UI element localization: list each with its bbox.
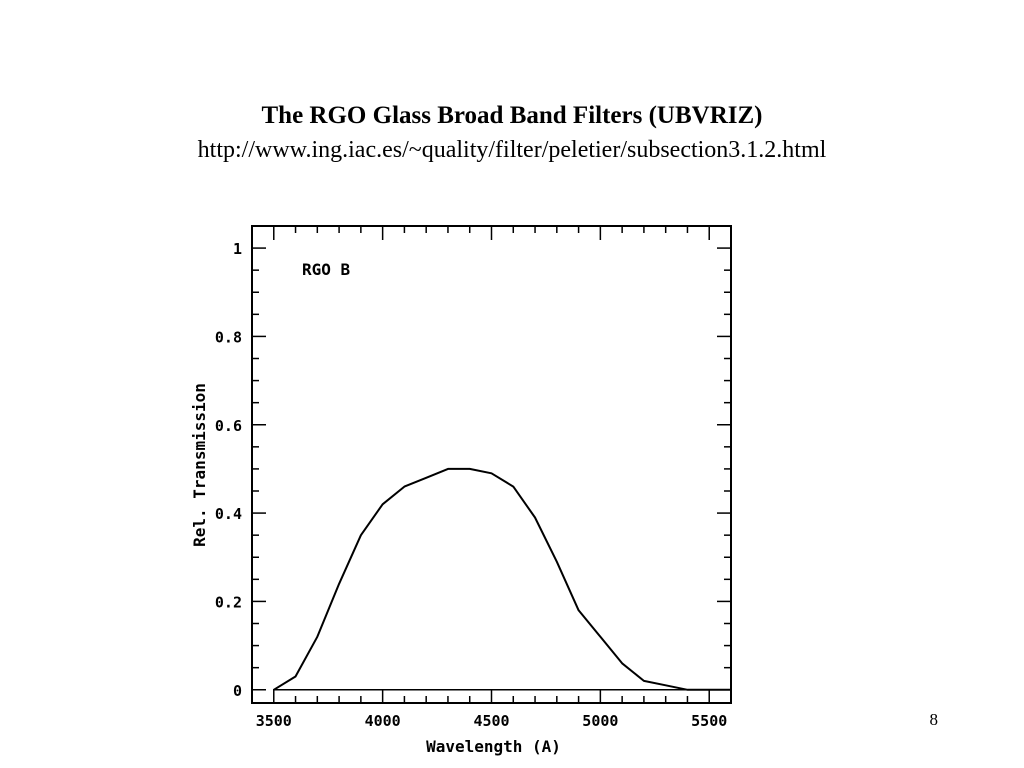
axis-ticks [251,225,732,703]
chart-annotation: RGO B [302,260,351,279]
plot-frame [251,225,732,704]
slide-subtitle-url: http://www.ing.iac.es/~quality/filter/pe… [197,137,827,163]
x-tick-label: 4000 [365,712,401,730]
y-tick-label: 0.6 [215,417,242,435]
x-tick-label: 3500 [256,712,292,730]
x-tick-label: 5000 [582,712,618,730]
y-tick-label: 0 [233,682,242,700]
x-axis-title: Wavelength (A) [426,737,561,756]
page-number: 8 [929,710,939,729]
x-tick-label: 5500 [691,712,727,730]
y-tick-label: 0.2 [215,593,242,611]
axis-tick-labels: 3500 4000 4500 5000 5500 0 0.2 0.4 0.6 0.8 1 [215,240,727,730]
y-tick-label: 0.8 [215,328,242,346]
slide-title: The RGO Glass Broad Band Filters (UBVRIZ… [261,102,763,129]
y-tick-label: 1 [233,240,242,258]
series-layer [273,467,731,691]
y-axis-title: Rel. Transmission [190,383,209,547]
y-tick-label: 0.4 [215,505,242,523]
transmission-curve [273,467,731,691]
plot-border [251,225,732,704]
x-tick-label: 4500 [473,712,509,730]
